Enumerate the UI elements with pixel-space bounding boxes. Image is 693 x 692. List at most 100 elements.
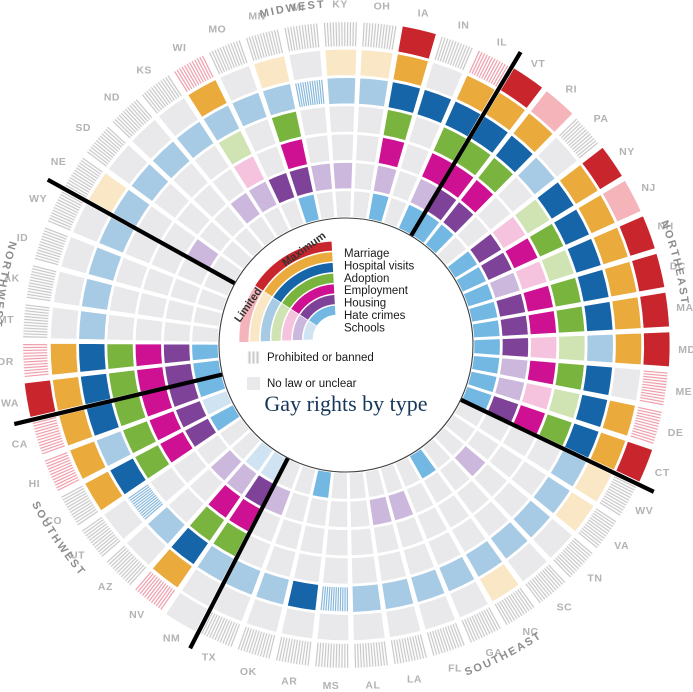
- cell-PA-hate_crimes[interactable]: [456, 216, 490, 249]
- cell-OH-marriage[interactable]: [361, 21, 398, 52]
- cell-VT-adoption[interactable]: [470, 115, 509, 154]
- cell-NJ-employment[interactable]: [528, 222, 565, 258]
- cell-LA-schools[interactable]: [364, 468, 386, 499]
- cell-LA-adoption[interactable]: [381, 577, 415, 610]
- cell-MD-hate_crimes[interactable]: [501, 337, 529, 358]
- cell-CO-hospital_visits[interactable]: [84, 470, 124, 512]
- cell-AZ-adoption[interactable]: [146, 505, 186, 545]
- cell-NM-adoption[interactable]: [196, 544, 235, 583]
- cell-NC-hospital_visits[interactable]: [478, 562, 520, 603]
- cell-ND-housing[interactable]: [192, 183, 228, 219]
- cell-VT-hate_crimes[interactable]: [426, 188, 458, 222]
- cell-NY-hate_crimes[interactable]: [469, 233, 503, 265]
- cell-WI-schools[interactable]: [262, 205, 291, 238]
- cell-MN-employment[interactable]: [270, 110, 303, 144]
- cell-MN-hate_crimes[interactable]: [288, 165, 314, 198]
- cell-DC-employment[interactable]: [549, 276, 582, 308]
- cell-TN-hospital_visits[interactable]: [531, 517, 573, 559]
- cell-MN-schools[interactable]: [297, 193, 320, 224]
- cell-KS-housing[interactable]: [211, 168, 246, 203]
- cell-SC-housing[interactable]: [455, 479, 491, 515]
- cell-ID-adoption[interactable]: [87, 246, 123, 282]
- cell-OR-hate_crimes[interactable]: [163, 343, 191, 365]
- cell-AR-adoption[interactable]: [286, 579, 320, 612]
- cell-NJ-marriage[interactable]: [601, 179, 642, 223]
- cell-FL-employment[interactable]: [402, 542, 436, 576]
- cell-MA-hate_crimes[interactable]: [499, 314, 529, 337]
- cell-MI-employment[interactable]: [299, 106, 328, 137]
- cell-KY-housing[interactable]: [330, 133, 355, 162]
- cell-UT-hospital_visits[interactable]: [103, 498, 144, 541]
- cell-MD-employment[interactable]: [557, 334, 586, 362]
- cell-NE-housing[interactable]: [161, 221, 197, 255]
- cell-WV-adoption[interactable]: [549, 449, 588, 488]
- cell-ND-hate_crimes[interactable]: [213, 205, 246, 238]
- cell-OH-schools[interactable]: [352, 190, 371, 220]
- cell-NE-schools[interactable]: [211, 254, 243, 283]
- cell-OK-housing[interactable]: [274, 518, 304, 551]
- cell-FL-hospital_visits[interactable]: [417, 594, 456, 631]
- cell-OH-adoption[interactable]: [358, 77, 389, 108]
- cell-MD-marriage[interactable]: [642, 331, 671, 368]
- cell-NV-hospital_visits[interactable]: [151, 548, 194, 589]
- cell-WV-employment[interactable]: [525, 437, 562, 473]
- cell-WI-employment[interactable]: [217, 129, 253, 166]
- cell-WA-adoption[interactable]: [79, 372, 112, 406]
- cell-WA-hate_crimes[interactable]: [164, 362, 195, 387]
- cell-NC-adoption[interactable]: [464, 539, 504, 578]
- cell-GA-employment[interactable]: [427, 531, 462, 567]
- cell-WA-housing[interactable]: [136, 366, 167, 393]
- cell-ND-employment[interactable]: [172, 161, 209, 199]
- cell-NY-employment[interactable]: [514, 198, 551, 235]
- cell-OR-housing[interactable]: [134, 343, 163, 367]
- cell-NV-employment[interactable]: [188, 505, 226, 543]
- cell-HI-employment[interactable]: [122, 420, 157, 455]
- cell-OH-housing[interactable]: [355, 134, 380, 164]
- cell-NH-adoption[interactable]: [566, 237, 602, 274]
- cell-SD-hate_crimes[interactable]: [198, 220, 232, 253]
- cell-VT-hospital_visits[interactable]: [485, 91, 527, 132]
- cell-HI-hate_crimes[interactable]: [174, 400, 208, 429]
- cell-MT-hate_crimes[interactable]: [163, 321, 192, 343]
- cell-UT-housing[interactable]: [172, 450, 208, 485]
- cell-AK-housing[interactable]: [136, 291, 168, 319]
- cell-KS-employment[interactable]: [193, 144, 230, 182]
- cell-SC-hate_crimes[interactable]: [438, 458, 471, 492]
- cell-NE-adoption[interactable]: [112, 188, 151, 227]
- cell-KY-schools[interactable]: [334, 190, 353, 218]
- cell-VA-adoption[interactable]: [532, 475, 571, 515]
- cell-ID-employment[interactable]: [114, 256, 149, 290]
- cell-NM-hospital_visits[interactable]: [180, 568, 222, 608]
- cell-NM-schools[interactable]: [259, 450, 288, 483]
- cell-MA-hospital_visits[interactable]: [611, 296, 642, 331]
- cell-MA-employment[interactable]: [555, 305, 586, 334]
- cell-ID-schools[interactable]: [196, 287, 228, 312]
- cell-KY-hate_crimes[interactable]: [332, 162, 354, 190]
- cell-AZ-schools[interactable]: [230, 430, 262, 461]
- cell-NJ-hate_crimes[interactable]: [480, 251, 513, 281]
- cell-AR-hate_crimes[interactable]: [305, 497, 329, 527]
- cell-MI-schools[interactable]: [315, 190, 336, 220]
- cell-NH-housing[interactable]: [514, 260, 548, 291]
- cell-MI-hate_crimes[interactable]: [310, 162, 333, 193]
- cell-DE-housing[interactable]: [521, 382, 553, 411]
- cell-IN-employment[interactable]: [408, 115, 441, 150]
- cell-GA-schools[interactable]: [394, 456, 421, 488]
- cell-AK-schools[interactable]: [192, 306, 223, 328]
- cell-KS-hospital_visits[interactable]: [157, 97, 199, 138]
- cell-FL-adoption[interactable]: [410, 568, 446, 604]
- cell-PA-housing[interactable]: [476, 196, 512, 231]
- cell-AZ-employment[interactable]: [167, 486, 205, 524]
- cell-NV-housing[interactable]: [207, 483, 242, 519]
- cell-CO-housing[interactable]: [159, 430, 194, 464]
- cell-MT-adoption[interactable]: [78, 310, 108, 341]
- cell-NY-housing[interactable]: [491, 215, 527, 250]
- cell-OH-employment[interactable]: [356, 105, 385, 136]
- cell-NJ-schools[interactable]: [455, 266, 488, 293]
- cell-ME-hospital_visits[interactable]: [610, 366, 642, 402]
- cell-IN-hate_crimes[interactable]: [391, 170, 419, 202]
- cell-IA-schools[interactable]: [367, 192, 390, 223]
- cell-VA-schools[interactable]: [444, 414, 476, 443]
- cell-SD-adoption[interactable]: [130, 163, 170, 203]
- cell-MO-employment[interactable]: [243, 118, 277, 154]
